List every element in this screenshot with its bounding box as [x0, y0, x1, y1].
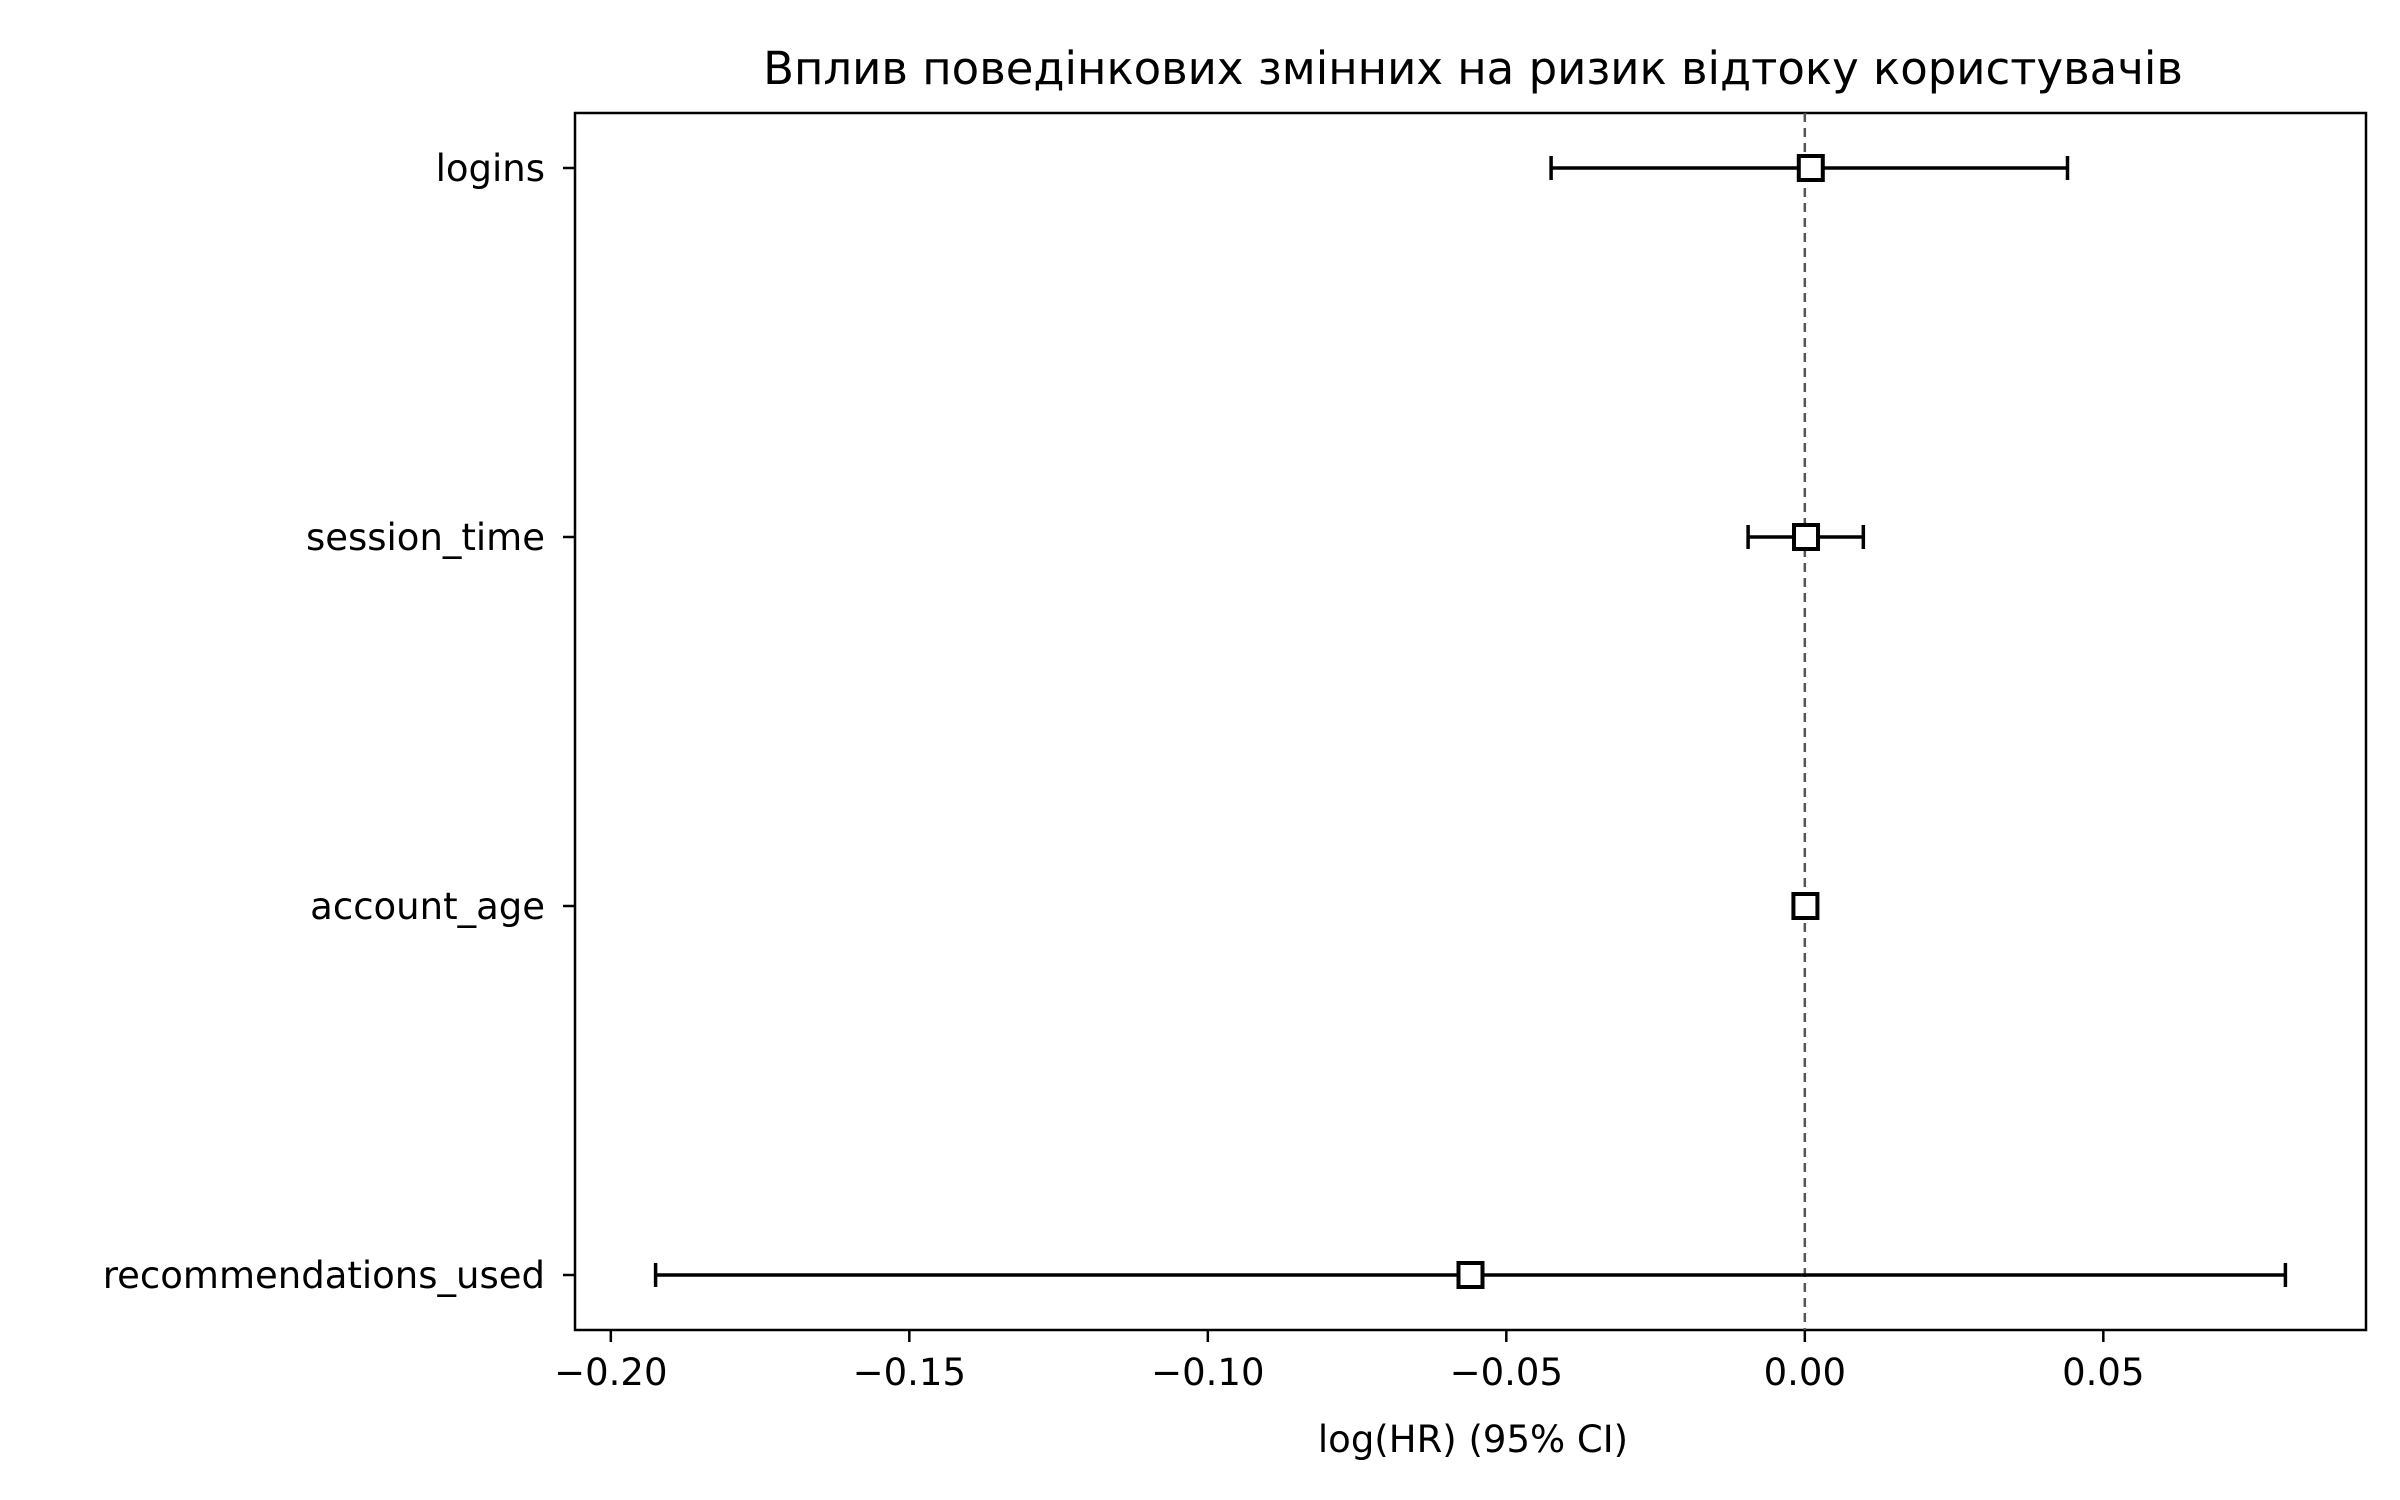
x-tick-label: 0.05	[2062, 1351, 2144, 1394]
estimate-marker	[1792, 523, 1821, 551]
plot-area: −0.20 −0.15 −0.10 −0.05 0.00 0.05 logins sessio…	[103, 111, 2368, 1394]
y-tick-label: account_age	[310, 885, 545, 928]
chart-title: Вплив поведінкових змінних на ризик відт…	[763, 42, 2183, 95]
x-tick-label: −0.10	[1151, 1351, 1264, 1394]
x-tick-label: −0.15	[853, 1351, 966, 1394]
y-tick-label: session_time	[306, 516, 545, 559]
y-tick-label: logins	[436, 147, 545, 190]
estimate-marker	[1796, 154, 1825, 182]
x-tick-label: −0.05	[1450, 1351, 1563, 1394]
x-tick-label: 0.00	[1764, 1351, 1846, 1394]
x-axis-label: log(HR) (95% CI)	[1318, 1418, 1628, 1461]
estimate-marker	[1791, 892, 1820, 920]
x-tick-label: −0.20	[554, 1351, 667, 1394]
y-tick-label: recommendations_used	[103, 1254, 545, 1297]
estimate-marker	[1456, 1261, 1485, 1289]
plot-frame	[573, 111, 2368, 1332]
